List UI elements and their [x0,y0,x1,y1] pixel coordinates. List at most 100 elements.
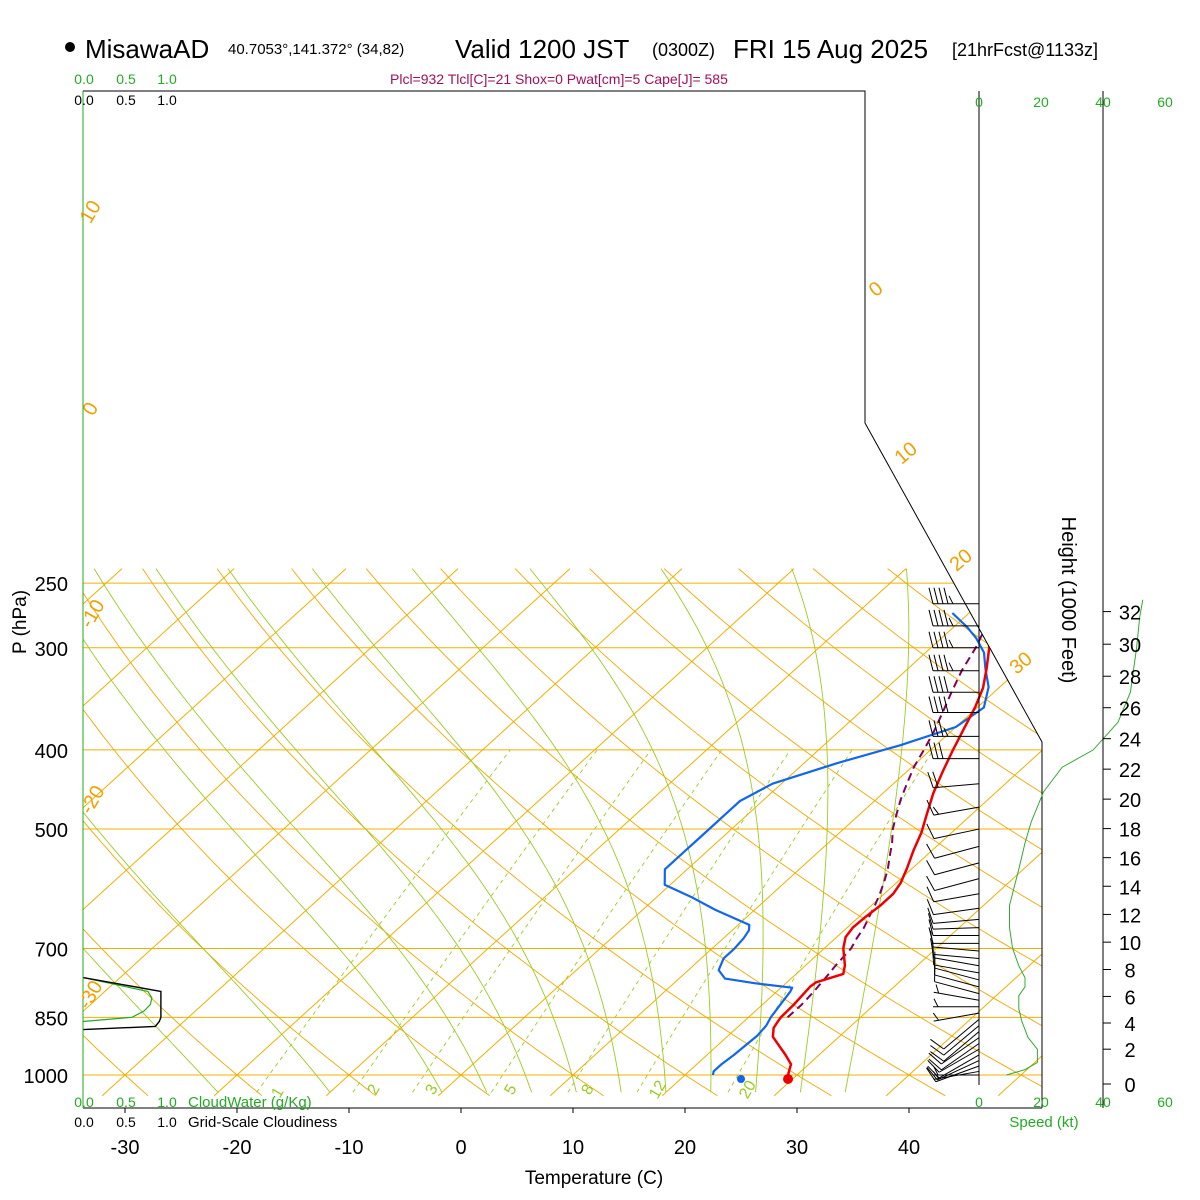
wind-barb [930,1031,980,1062]
wind-barb [926,899,980,916]
dry-adiabat [216,568,832,1097]
valid-time: Valid 1200 JST [455,34,630,64]
wind-barb [930,1019,980,1050]
station-name: MisawaAD [85,34,209,64]
dry-adiabat [440,568,1042,1097]
pressure-label-500: 500 [35,820,68,842]
surface-temperature-dot [783,1074,794,1084]
height-tick-label: 14 [1119,877,1141,899]
dry-adiabat [365,568,1042,1097]
wind-barb [928,927,979,944]
moist-adiabat [83,568,443,1093]
speed-tick-bottom: 0 [975,1094,983,1110]
height-tick-label: 24 [1119,730,1141,752]
isotherm [325,568,907,1097]
moist-adiabat [83,568,331,1093]
parcel-trace [786,603,994,1019]
height-tick-label: 28 [1119,667,1141,689]
dry-adiabat [83,568,604,1097]
wind-barb [928,919,979,937]
height-tick-label: 2 [1124,1040,1135,1062]
cloudiness-tick-bottom: 1.0 [157,1114,177,1130]
x-tick-label: 30 [786,1137,808,1159]
moist-adiabat [311,568,622,1093]
cloudwater-tick-top: 0.0 [74,71,94,87]
wind-barb [933,998,979,1008]
wind-barb [926,875,980,892]
height-tick-label: 12 [1119,905,1141,927]
height-tick-label: 30 [1119,635,1141,657]
x-tick-label: 20 [674,1137,696,1159]
isotherm [213,568,795,1097]
dry-adiabat [663,568,1042,1097]
mixing-ratio-line [412,749,652,1093]
cloudiness-tick-top: 1.0 [157,92,177,108]
height-tick-label: 10 [1119,933,1141,955]
wind-barb [928,609,979,627]
stability-indices: Plcl=932 Tlcl[C]=21 Shox=0 Pwat[cm]=5 Ca… [390,71,728,87]
isotherm [661,568,1042,1097]
speed-axis-title: Speed (kt) [1009,1114,1078,1131]
dry-adiabat [738,568,1042,1097]
mixing-ratio-line [727,749,934,1093]
dewpoint-profile [663,612,990,1076]
pressure-label-850: 850 [35,1008,68,1030]
moist-adiabat [83,568,219,1093]
wind-barb [927,913,980,930]
moist-adiabat [660,568,764,1093]
height-axis-title: Height (1000 Feet) [1057,517,1079,684]
wind-speed-panel [978,91,1144,1085]
mixing-ratio-label: 20 [736,1078,760,1102]
speed-tick-top: 20 [1033,94,1049,110]
wind-speed-line [1006,599,1144,1076]
wind-barb [930,1025,980,1056]
moist-adiabat [411,568,667,1093]
wind-barb [926,886,980,903]
cloudiness-tick-top: 0.0 [74,92,94,108]
height-tick-label: 6 [1124,987,1135,1009]
profile-layer [663,603,994,1076]
wind-barb [927,1054,980,1079]
wind-barb [928,720,979,737]
height-tick-label: 22 [1119,760,1141,782]
height-tick-label: 26 [1119,699,1141,721]
speed-tick-top: 40 [1095,94,1111,110]
moist-adiabat [791,568,829,1093]
wind-barbs [926,587,980,1083]
dry-adiabat [812,568,1042,1097]
station-coords: 40.7053°,141.372° (34,82) [228,41,404,58]
x-tick-label: 10 [562,1137,584,1159]
forecast-info: [21hrFcst@1133z] [952,40,1098,60]
height-tick-label: 20 [1119,790,1141,812]
wind-barb [927,907,980,924]
dry-adiabat [83,568,263,1097]
cloudiness-profile [82,976,162,1031]
wind-barb [926,843,980,859]
dry-adiabat [83,568,490,1097]
temperature-profile [771,603,991,1076]
plot-outline [82,90,1043,1109]
cloudwater-label: CloudWater (g/Kg) [188,1094,312,1111]
speed-tick-top: 60 [1157,94,1173,110]
cloudiness-tick-bottom: 0.5 [116,1114,136,1130]
height-tick-label: 32 [1119,603,1141,625]
cloudwater-tick-top: 0.5 [116,71,136,87]
mixing-ratio-line [352,749,598,1093]
isotherm [437,568,1019,1097]
wind-barb [928,676,979,693]
dry-adiabat [291,568,946,1097]
moist-adiabat [227,568,577,1093]
wind-barb [933,984,980,1001]
plot-border [83,90,1043,1108]
x-tick-label: 40 [898,1137,920,1159]
height-tick-label: 16 [1119,849,1141,871]
wind-barb [926,799,980,816]
wind-barb [932,1012,980,1022]
speed-tick-bottom: 60 [1157,1094,1173,1110]
wind-barb [928,696,979,713]
wind-barb [930,938,980,959]
mixing-ratio-line [636,749,853,1093]
pressure-label-250: 250 [35,574,68,596]
y-axis-title: P (hPa) [10,590,31,654]
